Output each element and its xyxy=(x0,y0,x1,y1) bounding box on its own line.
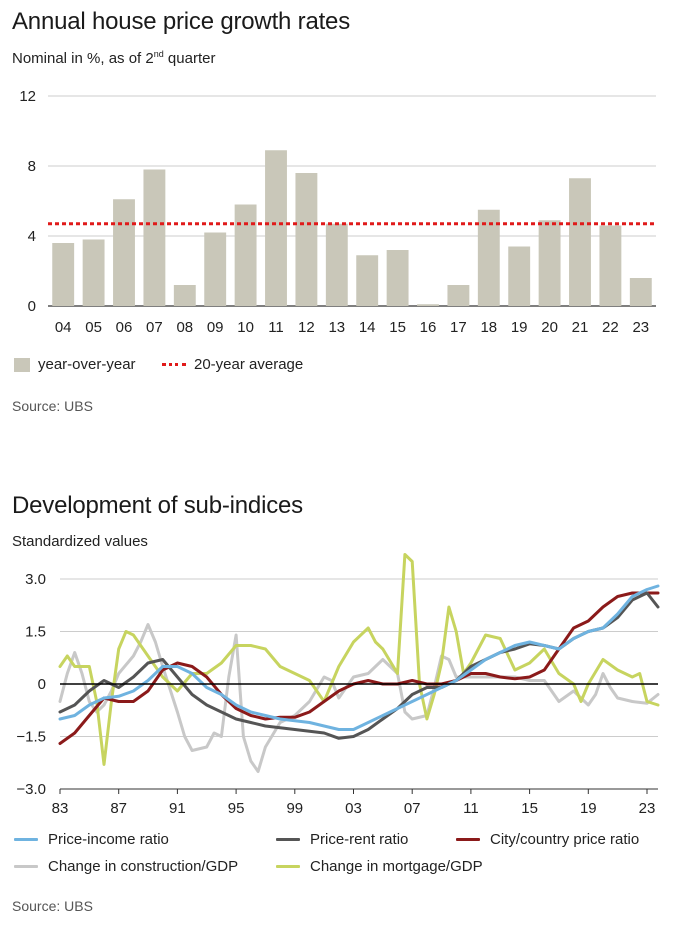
chart2-series-line xyxy=(58,591,660,745)
legend-city-country-label: City/country price ratio xyxy=(490,831,640,848)
chart1-xtick-label: 05 xyxy=(85,319,102,336)
chart2-series-line xyxy=(58,553,660,766)
legend-price-rent-label: Price-rent ratio xyxy=(310,831,409,848)
legend-mortgage-swatch xyxy=(276,865,300,868)
legend-mortgage-label: Change in mortgage/GDP xyxy=(310,858,483,875)
chart1-xtick-label: 07 xyxy=(146,319,163,336)
chart1-xtick-label: 10 xyxy=(237,319,254,336)
chart1-legend-avg: 20-year average xyxy=(162,356,303,373)
chart1-xtick-label: 14 xyxy=(359,319,376,336)
chart1-xtick-label: 11 xyxy=(268,319,284,336)
chart2-title: Development of sub-indices xyxy=(12,492,303,519)
legend-city-country-swatch xyxy=(456,838,480,841)
chart2-xtick-label: 07 xyxy=(404,800,421,817)
chart1-bar xyxy=(204,232,227,306)
legend-price-income-swatch xyxy=(14,838,38,841)
chart2-source: Source: UBS xyxy=(12,898,93,914)
chart1-bar xyxy=(569,178,591,306)
chart2-series-line xyxy=(58,584,660,731)
chart1-xtick-label: 19 xyxy=(511,319,528,336)
chart1-bar xyxy=(113,199,135,306)
chart1-source: Source: UBS xyxy=(12,398,93,414)
chart2-series-line xyxy=(58,591,660,740)
chart1-bar xyxy=(386,250,409,306)
chart1-bar xyxy=(52,243,75,306)
chart1-bar xyxy=(325,223,348,306)
chart1-bar xyxy=(265,150,287,306)
chart1-xtick-label: 15 xyxy=(389,319,406,336)
chart1-bar xyxy=(143,169,166,306)
chart2-xtick-label: 23 xyxy=(639,800,656,817)
chart1-bar xyxy=(173,285,196,306)
chart1-xtick-label: 04 xyxy=(55,319,72,336)
chart1-xtick-label: 20 xyxy=(541,319,558,336)
chart2-series-line xyxy=(58,623,660,773)
chart2-xtick-label: 03 xyxy=(345,800,362,817)
legend-city-country: City/country price ratio xyxy=(456,831,639,848)
chart1-ytick-label: 12 xyxy=(19,88,36,105)
chart1-xtick-label: 06 xyxy=(116,319,133,336)
chart1-xtick-label: 17 xyxy=(450,319,467,336)
chart2-xtick-label: 99 xyxy=(286,800,303,817)
legend-price-rent-swatch xyxy=(276,838,300,841)
chart1-bar xyxy=(82,239,105,306)
chart1-bar xyxy=(508,246,531,306)
chart2-ytick-label: −1.5 xyxy=(16,729,46,746)
chart2-xtick-label: 83 xyxy=(52,800,69,817)
chart1-xtick-label: 16 xyxy=(420,319,437,336)
legend-construction: Change in construction/GDP xyxy=(14,858,238,875)
chart2-xtick-label: 15 xyxy=(521,800,538,817)
chart1-bar xyxy=(447,285,470,306)
legend-mortgage: Change in mortgage/GDP xyxy=(276,858,483,875)
legend-construction-label: Change in construction/GDP xyxy=(48,858,239,875)
chart1-legend-bars: year-over-year xyxy=(14,356,136,373)
chart1-xtick-label: 09 xyxy=(207,319,224,336)
chart1-xtick-label: 22 xyxy=(602,319,619,336)
chart1-bar xyxy=(295,173,318,306)
chart1-xtick-label: 12 xyxy=(298,319,315,336)
legend-avg-label: 20-year average xyxy=(194,356,304,373)
chart2-xtick-label: 19 xyxy=(580,800,597,817)
chart2-xtick-label: 91 xyxy=(169,800,186,817)
chart1-xtick-label: 21 xyxy=(572,319,589,336)
chart2-xtick-label: 95 xyxy=(228,800,245,817)
chart2-ytick-label: −3.0 xyxy=(16,781,46,798)
chart1-bar xyxy=(599,225,622,306)
chart1-bar xyxy=(356,255,379,306)
chart1-bar xyxy=(417,304,439,306)
chart1-ytick-label: 4 xyxy=(28,228,36,245)
chart1-xtick-label: 08 xyxy=(176,319,193,336)
chart2-xtick-label: 87 xyxy=(110,800,127,817)
legend-construction-swatch xyxy=(14,865,38,868)
chart1-ytick-label: 0 xyxy=(28,298,36,315)
legend-price-rent: Price-rent ratio xyxy=(276,831,408,848)
chart2-ytick-label: 0 xyxy=(38,676,46,693)
chart1-subtitle: Nominal in %, as of 2nd quarter xyxy=(12,49,216,67)
chart2-plot: −3.0 −1.5 0 1.5 3.0 83 87 91 95 99 03 07 11 15 19 23 xyxy=(16,553,660,817)
chart2-ytick-label: 3.0 xyxy=(25,571,46,588)
chart2-ytick-label: 1.5 xyxy=(25,624,46,641)
legend-bar-swatch xyxy=(14,357,30,372)
chart2-subtitle: Standardized values xyxy=(12,533,148,550)
chart1-xtick-label: 13 xyxy=(328,319,345,336)
chart1-title: Annual house price growth rates xyxy=(12,8,351,35)
chart1-xtick-label: 18 xyxy=(480,319,497,336)
chart1-bar xyxy=(629,278,652,306)
legend-bar-label: year-over-year xyxy=(38,356,136,373)
legend-price-income: Price-income ratio xyxy=(14,831,169,848)
legend-price-income-label: Price-income ratio xyxy=(48,831,169,848)
chart1-ytick-label: 8 xyxy=(28,158,36,175)
chart2-xtick-label: 11 xyxy=(463,800,479,817)
legend-avg-swatch xyxy=(162,363,186,366)
chart1-bar xyxy=(538,220,561,306)
chart1-bar xyxy=(477,209,500,306)
chart1-xtick-label: 23 xyxy=(632,319,649,336)
chart1-bar xyxy=(234,204,257,306)
